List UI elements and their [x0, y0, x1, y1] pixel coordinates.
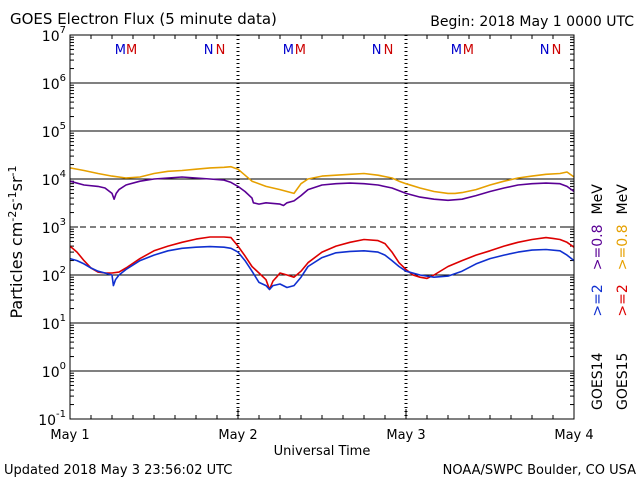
position-marker: N — [384, 43, 394, 58]
position-marker: M — [115, 43, 126, 58]
series-line-goes15_2 — [69, 236, 575, 291]
x-axis-label: Universal Time — [274, 444, 371, 459]
series-line-goes14_2 — [69, 245, 575, 291]
position-marker: M — [126, 43, 137, 58]
series-lines — [69, 165, 575, 291]
position-marker: N — [216, 43, 226, 58]
x-axis-ticks: May 1 May 2 May 3 May 4 — [50, 35, 594, 443]
y-tick-label: 106 — [42, 73, 66, 93]
position-marker: M — [451, 43, 462, 58]
legend-goes14: GOES14 >=2 >=0.8 MeV — [590, 184, 606, 410]
legend-goes15-unit: MeV — [615, 184, 631, 215]
chart-title: GOES Electron Flux (5 minute data) — [10, 10, 277, 28]
series-line-goes15_08 — [69, 165, 575, 195]
legend-goes15-high: >=0.8 — [615, 224, 631, 270]
legend-goes14-unit: MeV — [590, 184, 606, 215]
position-marker: M — [295, 43, 306, 58]
y-tick-label: 10-1 — [38, 409, 66, 429]
series-line-goes14_08 — [69, 176, 575, 207]
legend-goes15-sat: GOES15 — [615, 353, 631, 410]
updated-timestamp: Updated 2018 May 3 23:56:02 UTC — [4, 463, 232, 478]
y-axis-label: Particles cm-2s-1sr-1 — [6, 165, 27, 318]
y-tick-label: 107 — [42, 25, 66, 45]
credit-label: NOAA/SWPC Boulder, CO USA — [443, 463, 636, 478]
y-tick-label: 103 — [42, 217, 66, 237]
y-axis-label-part: -1 — [6, 165, 19, 176]
y-axis-label-part: -1 — [6, 191, 19, 202]
y-tick-label: 100 — [42, 361, 66, 381]
legend-goes14-high: >=0.8 — [590, 224, 606, 270]
begin-time-label: Begin: 2018 May 1 0000 UTC — [430, 14, 634, 30]
position-marker: M — [283, 43, 294, 58]
y-axis-label-part: -2 — [6, 211, 19, 222]
x-tick-label: May 4 — [554, 428, 593, 443]
position-marker: N — [204, 43, 214, 58]
grid-lines — [70, 82, 574, 372]
y-tick-label: 102 — [42, 265, 66, 285]
legend-goes14-sat: GOES14 — [590, 352, 606, 410]
x-tick-label: May 1 — [50, 428, 89, 443]
position-marker: N — [372, 43, 382, 58]
y-tick-label: 101 — [42, 313, 66, 333]
y-axis-ticks: 10-1 100 101 102 103 104 105 106 107 — [38, 25, 574, 429]
legend-goes15: GOES15 >=2 >=0.8 MeV — [615, 184, 631, 410]
y-tick-label: 105 — [42, 121, 66, 141]
day-divider-lines — [236, 35, 408, 419]
y-tick-label: 104 — [42, 169, 66, 189]
legend-goes15-low: >=2 — [615, 284, 631, 316]
position-marker: N — [540, 43, 550, 58]
position-marker: N — [552, 43, 562, 58]
legend-goes14-low: >=2 — [590, 284, 606, 316]
x-tick-label: May 3 — [386, 428, 425, 443]
y-axis-label-part: sr — [7, 176, 26, 191]
legend: GOES14 >=2 >=0.8 MeV GOES15 >=2 >=0.8 MeV — [590, 184, 631, 410]
y-axis-label-part: Particles cm — [7, 222, 26, 319]
position-marker: M — [463, 43, 474, 58]
x-tick-label: May 2 — [218, 428, 257, 443]
y-axis-label-part: s — [7, 202, 26, 210]
